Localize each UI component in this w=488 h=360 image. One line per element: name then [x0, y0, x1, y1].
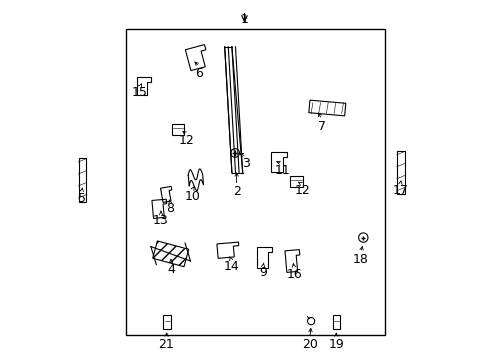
Text: 19: 19: [328, 338, 344, 351]
Text: 13: 13: [153, 214, 168, 227]
Text: 9: 9: [259, 266, 266, 279]
Text: 7: 7: [317, 120, 325, 132]
Text: 2: 2: [232, 185, 240, 198]
Text: 20: 20: [302, 338, 317, 351]
Text: 12: 12: [179, 134, 194, 147]
Text: 15: 15: [132, 86, 148, 99]
Bar: [125, 29, 384, 335]
Text: 3: 3: [242, 157, 250, 170]
Text: 8: 8: [165, 202, 174, 215]
Text: 4: 4: [167, 263, 175, 276]
Text: 14: 14: [223, 260, 239, 273]
Text: 1: 1: [240, 13, 248, 26]
Text: 11: 11: [274, 164, 289, 177]
Text: 12: 12: [294, 184, 309, 197]
Text: 16: 16: [285, 268, 302, 281]
Text: 18: 18: [352, 253, 368, 266]
Text: 6: 6: [195, 67, 203, 80]
Text: 17: 17: [392, 184, 407, 197]
Text: 10: 10: [184, 190, 200, 203]
Text: 5: 5: [78, 192, 85, 204]
Text: 21: 21: [158, 338, 174, 351]
